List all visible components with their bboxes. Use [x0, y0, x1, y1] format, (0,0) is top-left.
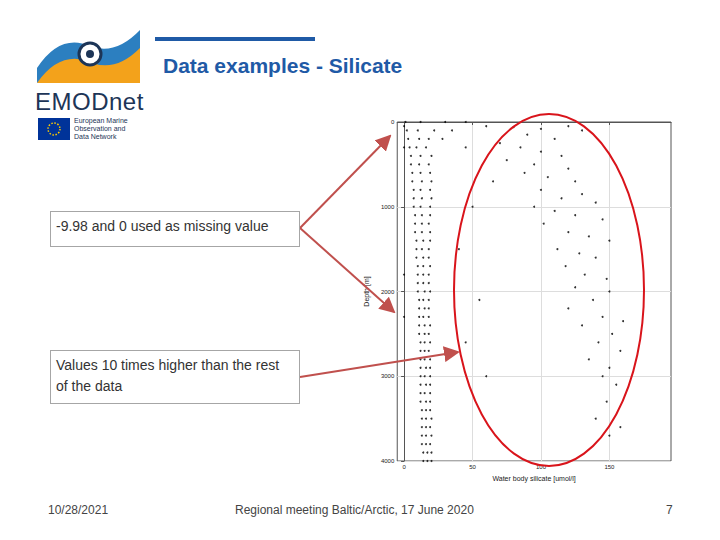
- html-text:EMODnet: EMODnet: [35, 88, 144, 115]
- svg-text:150: 150: [604, 464, 615, 470]
- html-text:10/28/2021: 10/28/2021: [48, 503, 109, 517]
- html-text:Regional meeting Baltic/Arctic: Regional meeting Baltic/Arctic, 17 June …: [235, 503, 474, 517]
- html-text:European Marine: European Marine: [74, 117, 128, 124]
- html-text:7: 7: [666, 503, 673, 517]
- svg-text:50: 50: [469, 464, 476, 470]
- svg-text:Depth [m]: Depth [m]: [363, 276, 371, 306]
- html-text:Values 10 times higher than th: Values 10 times higher than the rest of …: [56, 357, 280, 394]
- html-text:Data examples - Silicate: Data examples - Silicate: [163, 54, 403, 77]
- svg-text:2000: 2000: [381, 289, 395, 295]
- svg-text:1000: 1000: [381, 204, 395, 210]
- svg-text:4000: 4000: [381, 458, 395, 464]
- html-text:Data Network: Data Network: [74, 133, 117, 140]
- html-text:Observation and: Observation and: [74, 125, 126, 132]
- svg-text:0: 0: [402, 464, 406, 470]
- html-text:-9.98 and 0 used as missing va: -9.98 and 0 used as missing value: [56, 218, 269, 234]
- svg-text:Water body silicate [umol/l]: Water body silicate [umol/l]: [492, 475, 575, 483]
- svg-text:100: 100: [536, 464, 547, 470]
- svg-text:0: 0: [391, 119, 395, 125]
- svg-text:3000: 3000: [381, 373, 395, 379]
